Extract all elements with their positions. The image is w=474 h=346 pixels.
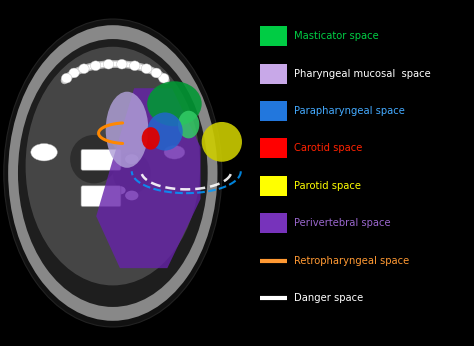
Ellipse shape: [70, 135, 118, 183]
Ellipse shape: [142, 127, 160, 150]
Ellipse shape: [91, 61, 101, 71]
Text: Danger space: Danger space: [294, 293, 363, 303]
Ellipse shape: [69, 68, 79, 78]
Ellipse shape: [79, 64, 89, 74]
Ellipse shape: [164, 145, 185, 159]
FancyBboxPatch shape: [81, 186, 121, 207]
FancyBboxPatch shape: [260, 26, 287, 46]
Ellipse shape: [4, 19, 222, 327]
Text: Pharyngeal mucosal  space: Pharyngeal mucosal space: [294, 69, 431, 79]
Text: Carotid space: Carotid space: [294, 144, 362, 153]
FancyBboxPatch shape: [260, 138, 287, 158]
Text: Retropharyngeal space: Retropharyngeal space: [294, 256, 409, 265]
Ellipse shape: [62, 73, 72, 83]
Ellipse shape: [117, 60, 127, 69]
Text: Parapharyngeal space: Parapharyngeal space: [294, 106, 405, 116]
Ellipse shape: [147, 112, 183, 151]
Text: Perivertebral space: Perivertebral space: [294, 218, 391, 228]
FancyBboxPatch shape: [260, 101, 287, 121]
Ellipse shape: [26, 47, 200, 285]
Ellipse shape: [141, 64, 152, 74]
FancyBboxPatch shape: [81, 149, 121, 170]
FancyBboxPatch shape: [260, 64, 287, 84]
Polygon shape: [96, 88, 201, 268]
Ellipse shape: [129, 61, 140, 71]
Ellipse shape: [31, 144, 57, 161]
Text: Parotid space: Parotid space: [294, 181, 361, 191]
Ellipse shape: [147, 81, 201, 126]
Ellipse shape: [18, 39, 208, 307]
Ellipse shape: [103, 60, 114, 69]
Circle shape: [125, 191, 138, 200]
FancyBboxPatch shape: [260, 176, 287, 196]
Circle shape: [125, 154, 138, 164]
Ellipse shape: [113, 152, 151, 194]
Ellipse shape: [158, 73, 169, 83]
Circle shape: [114, 186, 126, 194]
Ellipse shape: [106, 92, 148, 168]
Ellipse shape: [151, 68, 162, 78]
FancyBboxPatch shape: [260, 213, 287, 233]
Text: Masticator space: Masticator space: [294, 31, 379, 41]
Ellipse shape: [8, 25, 218, 321]
Ellipse shape: [178, 111, 199, 138]
Circle shape: [91, 186, 102, 194]
Ellipse shape: [201, 122, 242, 162]
